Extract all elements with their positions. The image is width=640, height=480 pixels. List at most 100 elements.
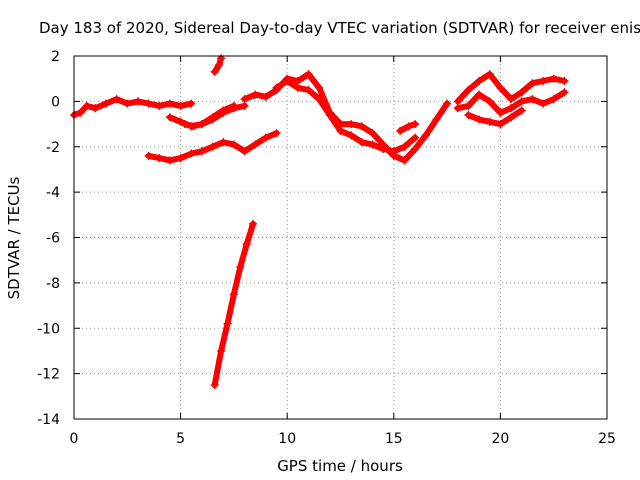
data-point xyxy=(347,131,356,140)
data-point xyxy=(76,108,85,117)
data-point xyxy=(210,380,219,389)
data-point xyxy=(187,99,196,108)
data-point xyxy=(249,219,258,228)
data-point xyxy=(560,88,569,97)
series-track-7 xyxy=(396,120,420,135)
data-point xyxy=(549,95,558,104)
data-point xyxy=(155,101,164,110)
data-point xyxy=(368,140,377,149)
x-tick-label: 20 xyxy=(491,431,509,447)
y-axis-label: SDTVAR / TECUs xyxy=(5,176,23,299)
data-point xyxy=(144,151,153,160)
data-point xyxy=(443,99,452,108)
data-point xyxy=(549,74,558,83)
data-point xyxy=(272,129,281,138)
series-track-8 xyxy=(453,70,569,106)
data-point xyxy=(485,70,494,79)
y-tick-label: 2 xyxy=(51,49,60,65)
data-point xyxy=(91,104,100,113)
data-point xyxy=(539,99,548,108)
data-point xyxy=(180,120,189,129)
data-point xyxy=(400,142,409,151)
data-point xyxy=(217,346,226,355)
data-point xyxy=(396,126,405,135)
data-point xyxy=(165,99,174,108)
y-tick-label: -12 xyxy=(37,367,60,383)
x-tick-label: 25 xyxy=(598,431,616,447)
data-point xyxy=(432,115,441,124)
data-point xyxy=(336,126,345,135)
data-point xyxy=(496,83,505,92)
data-point xyxy=(485,117,494,126)
data-point xyxy=(123,99,132,108)
data-point xyxy=(236,262,245,271)
data-point xyxy=(293,83,302,92)
x-tick-label: 15 xyxy=(385,431,403,447)
data-point xyxy=(133,97,142,106)
series-track-3 xyxy=(180,101,249,131)
data-point xyxy=(485,97,494,106)
data-point xyxy=(453,104,462,113)
data-point xyxy=(229,104,238,113)
data-point xyxy=(357,122,366,131)
x-axis-label: GPS time / hours xyxy=(277,457,403,475)
data-point xyxy=(197,147,206,156)
data-point xyxy=(208,142,217,151)
data-point xyxy=(155,154,164,163)
data-point xyxy=(411,133,420,142)
y-tick-label: 0 xyxy=(51,94,60,110)
data-point xyxy=(187,149,196,158)
data-point xyxy=(528,79,537,88)
data-point xyxy=(229,290,238,299)
data-point xyxy=(82,101,91,110)
series-track-6 xyxy=(272,76,420,156)
data-point xyxy=(539,76,548,85)
data-points xyxy=(70,54,569,389)
data-point xyxy=(197,120,206,129)
data-point xyxy=(229,140,238,149)
y-tick-label: -2 xyxy=(46,140,60,156)
data-point xyxy=(475,76,484,85)
data-point xyxy=(389,147,398,156)
series-track-4 xyxy=(210,54,226,76)
data-point xyxy=(208,115,217,124)
data-point xyxy=(507,113,516,122)
axis-ticks: 0 5 10 15 20 25 -14 -12 -10 -8 -6 -4 -2 0 2 xyxy=(37,49,616,447)
data-point xyxy=(283,76,292,85)
data-point xyxy=(210,67,219,76)
x-tick-label: 10 xyxy=(278,431,296,447)
data-point xyxy=(251,90,260,99)
series-track-9 xyxy=(453,88,569,117)
data-point xyxy=(400,156,409,165)
data-point xyxy=(517,97,526,106)
series-trace xyxy=(465,107,525,128)
data-point xyxy=(251,140,260,149)
data-point xyxy=(101,99,110,108)
data-point xyxy=(517,106,526,115)
y-tick-label: -14 xyxy=(37,412,60,428)
data-point xyxy=(242,240,251,249)
x-tick-label: 0 xyxy=(70,431,79,447)
chart-title: Day 183 of 2020, Sidereal Day-to-day VTE… xyxy=(39,19,640,37)
data-point xyxy=(293,76,302,85)
data-point xyxy=(165,156,174,165)
data-point xyxy=(240,147,249,156)
data-point xyxy=(189,122,198,131)
data-point xyxy=(560,76,569,85)
data-point xyxy=(176,154,185,163)
data-point xyxy=(325,110,334,119)
data-point xyxy=(357,138,366,147)
data-point xyxy=(223,319,232,328)
data-point xyxy=(261,92,270,101)
data-point xyxy=(304,86,313,95)
data-point xyxy=(272,83,281,92)
data-point xyxy=(144,99,153,108)
series-track-10 xyxy=(464,106,526,129)
data-point xyxy=(214,61,223,70)
data-point xyxy=(240,101,249,110)
data-point xyxy=(475,115,484,124)
data-point xyxy=(176,101,185,110)
data-point xyxy=(421,131,430,140)
